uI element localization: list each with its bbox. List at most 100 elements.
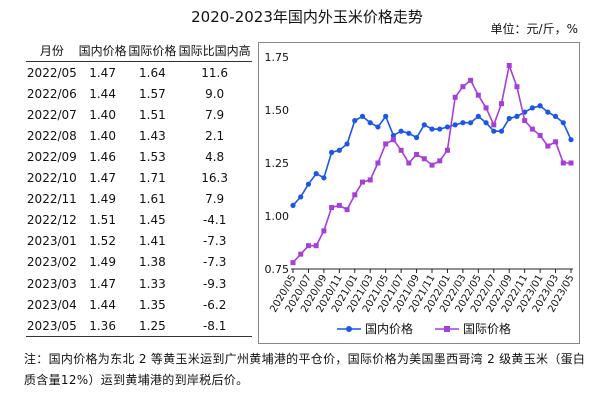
table-row: 2022/10 1.47 1.71 16.3 [26, 168, 252, 189]
data-point [483, 105, 489, 111]
month-cell: 2022/10 [26, 171, 77, 186]
premium-cell: 11.6 [201, 65, 228, 80]
domestic-cell: 1.47 [89, 276, 116, 291]
month-cell: 2023/03 [26, 276, 77, 291]
price-line-chart: 1.751.501.251.000.752020/052020/072020/0… [265, 51, 577, 336]
month-cell: 2022/06 [26, 86, 77, 101]
data-point [305, 243, 311, 249]
data-point [383, 113, 389, 119]
data-point [352, 118, 358, 124]
data-point [560, 160, 566, 166]
data-point [383, 141, 389, 147]
data-point [514, 113, 520, 119]
data-point [499, 101, 504, 107]
data-point [460, 120, 466, 126]
data-point [545, 109, 551, 115]
month-cell: 2022/11 [26, 192, 77, 207]
table-row: 2022/07 1.40 1.51 7.9 [26, 104, 252, 125]
month-cell: 2022/05 [26, 65, 77, 80]
month-cell: 2022/09 [26, 150, 77, 165]
data-point [398, 147, 404, 153]
data-point [498, 128, 505, 134]
table-row: 2022/12 1.51 1.45 -4.1 [26, 210, 252, 231]
data-point [529, 126, 535, 132]
premium-cell: 7.9 [205, 107, 225, 122]
data-point [506, 62, 512, 68]
data-point [421, 122, 427, 128]
data-point [529, 105, 535, 111]
premium-cell: 7.9 [205, 192, 225, 207]
data-point [560, 120, 566, 126]
y-tick-label: 1.25 [265, 157, 290, 170]
premium-cell: -9.3 [202, 276, 227, 291]
table-header-row: 月份 国内价格 国际价格 国际比国内高 [26, 40, 252, 63]
month-cell: 2022/12 [26, 213, 77, 228]
table-row: 2023/02 1.49 1.38 -7.3 [26, 252, 252, 273]
data-point [483, 120, 489, 126]
data-point [522, 118, 528, 124]
y-tick-label: 0.75 [265, 263, 290, 276]
data-point [491, 122, 497, 128]
domestic-cell: 1.46 [89, 150, 116, 165]
domestic-cell: 1.40 [89, 107, 116, 122]
month-cell: 2023/04 [26, 297, 77, 312]
domestic-cell: 1.49 [89, 192, 116, 207]
legend-label: 国际价格 [463, 321, 511, 336]
data-point [468, 77, 474, 83]
international-cell: 1.61 [139, 192, 166, 207]
data-point [313, 171, 319, 177]
data-point [329, 205, 335, 211]
data-point [545, 143, 551, 149]
data-point [298, 194, 304, 200]
data-point [367, 177, 373, 183]
table-row: 2023/03 1.47 1.33 -9.3 [26, 273, 252, 294]
legend-marker [346, 326, 352, 332]
data-point [360, 179, 365, 185]
table-row: 2022/06 1.44 1.57 9.0 [26, 83, 252, 104]
data-point [475, 113, 481, 119]
data-point [537, 103, 543, 109]
premium-cell: -7.3 [202, 255, 227, 270]
data-point [414, 152, 420, 158]
international-cell: 1.51 [139, 107, 166, 122]
data-point [514, 84, 520, 90]
data-point [553, 139, 559, 145]
table-row: 2022/08 1.40 1.43 2.1 [26, 125, 252, 146]
data-point [437, 126, 443, 132]
data-point [444, 147, 450, 153]
month-cell: 2022/08 [26, 128, 77, 143]
international-cell: 1.57 [139, 86, 166, 101]
table-row: 2022/09 1.46 1.53 4.8 [26, 146, 252, 167]
data-point [375, 160, 381, 166]
data-point [413, 134, 420, 141]
data-point [321, 228, 327, 234]
data-point [398, 128, 404, 134]
data-point [298, 251, 304, 257]
table-row: 2023/04 1.44 1.35 -6.2 [26, 294, 252, 315]
month-cell: 2023/05 [26, 315, 78, 338]
premium-cell: -8.1 [177, 315, 252, 338]
legend-marker [444, 326, 450, 332]
premium-cell: 4.8 [205, 150, 225, 165]
international-cell: 1.33 [139, 276, 166, 291]
data-point [375, 124, 381, 130]
data-point [437, 158, 443, 164]
data-point [444, 124, 451, 130]
international-cell: 1.53 [139, 150, 166, 165]
data-point [290, 202, 296, 208]
premium-cell: 16.3 [201, 171, 228, 186]
data-point [421, 156, 427, 162]
footnote: 注：国内价格为东北 2 等黄玉米运到广州黄埔港的平仓价，国际价格为美国墨西哥湾 … [24, 352, 586, 387]
data-point [390, 137, 396, 143]
data-point [329, 149, 335, 155]
international-cell: 1.43 [139, 128, 166, 143]
domestic-cell: 1.47 [89, 65, 116, 80]
data-point [406, 160, 412, 166]
domestic-cell: 1.52 [89, 234, 116, 249]
chart-frame: 1.75 1.50 1.25 1.00 0.75 2020/05 2020/07 2020/0… [258, 42, 580, 344]
domestic-cell: 1.51 [89, 213, 116, 228]
page-title: 2020-2023年国内外玉米价格走势 [191, 8, 423, 26]
month-cell: 2023/02 [26, 255, 77, 270]
data-point [406, 130, 412, 136]
international-cell: 1.25 [127, 315, 178, 338]
